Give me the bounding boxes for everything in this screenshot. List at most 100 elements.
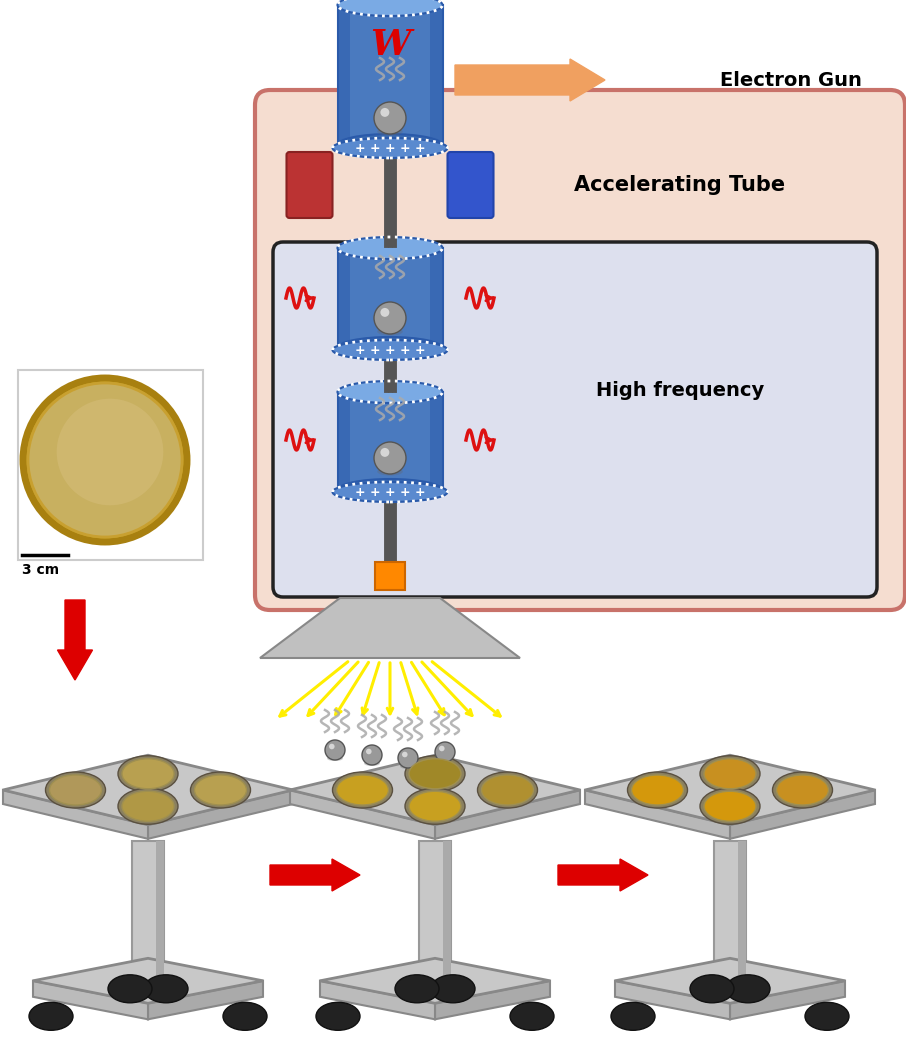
Bar bbox=[430, 248, 442, 348]
Ellipse shape bbox=[122, 791, 174, 821]
Ellipse shape bbox=[108, 975, 152, 1003]
Ellipse shape bbox=[611, 1002, 655, 1030]
Circle shape bbox=[95, 450, 115, 470]
Circle shape bbox=[49, 404, 161, 516]
Polygon shape bbox=[320, 958, 550, 1003]
Circle shape bbox=[57, 399, 163, 505]
Circle shape bbox=[69, 424, 141, 496]
FancyArrow shape bbox=[270, 859, 360, 891]
Ellipse shape bbox=[338, 134, 442, 156]
Ellipse shape bbox=[338, 0, 442, 16]
Circle shape bbox=[63, 418, 147, 502]
Bar bbox=[738, 841, 746, 981]
Circle shape bbox=[402, 752, 408, 757]
Circle shape bbox=[101, 456, 109, 464]
Circle shape bbox=[435, 742, 455, 761]
Bar bbox=[338, 5, 350, 145]
Text: Accelerating Tube: Accelerating Tube bbox=[574, 175, 786, 195]
Circle shape bbox=[71, 426, 139, 494]
Circle shape bbox=[73, 428, 137, 492]
Circle shape bbox=[51, 406, 159, 514]
Circle shape bbox=[33, 388, 177, 532]
Bar bbox=[714, 841, 746, 981]
Polygon shape bbox=[148, 981, 263, 1019]
Circle shape bbox=[67, 422, 143, 498]
Text: +: + bbox=[400, 141, 410, 155]
Ellipse shape bbox=[333, 340, 448, 360]
Bar bbox=[338, 392, 442, 490]
Bar bbox=[338, 248, 442, 348]
Circle shape bbox=[47, 402, 163, 518]
Text: +: + bbox=[385, 343, 395, 357]
Circle shape bbox=[87, 442, 123, 478]
FancyBboxPatch shape bbox=[255, 90, 905, 610]
Ellipse shape bbox=[338, 479, 442, 501]
Ellipse shape bbox=[338, 237, 442, 259]
Circle shape bbox=[53, 408, 157, 511]
Circle shape bbox=[37, 392, 173, 528]
Bar bbox=[419, 841, 451, 981]
Bar bbox=[156, 841, 164, 981]
Polygon shape bbox=[33, 981, 148, 1019]
Bar bbox=[18, 370, 203, 560]
Circle shape bbox=[439, 746, 445, 751]
Bar bbox=[430, 392, 442, 490]
Ellipse shape bbox=[700, 789, 760, 824]
Circle shape bbox=[97, 452, 113, 468]
Circle shape bbox=[79, 434, 131, 486]
Circle shape bbox=[374, 302, 406, 334]
Circle shape bbox=[89, 444, 121, 476]
Ellipse shape bbox=[377, 128, 403, 136]
Circle shape bbox=[329, 744, 334, 749]
Ellipse shape bbox=[364, 761, 380, 766]
Circle shape bbox=[381, 108, 390, 117]
Ellipse shape bbox=[400, 764, 416, 769]
Ellipse shape bbox=[726, 975, 770, 1003]
Ellipse shape bbox=[333, 138, 448, 158]
Ellipse shape bbox=[122, 758, 174, 789]
Polygon shape bbox=[290, 755, 580, 825]
Ellipse shape bbox=[316, 1002, 360, 1030]
Circle shape bbox=[381, 308, 390, 317]
Polygon shape bbox=[290, 790, 435, 839]
Ellipse shape bbox=[50, 775, 101, 805]
Ellipse shape bbox=[336, 775, 389, 805]
FancyArrow shape bbox=[558, 859, 648, 891]
Ellipse shape bbox=[477, 772, 537, 808]
Polygon shape bbox=[33, 958, 263, 1003]
Polygon shape bbox=[320, 981, 435, 1019]
FancyBboxPatch shape bbox=[286, 152, 333, 218]
Circle shape bbox=[39, 394, 171, 526]
Text: +: + bbox=[415, 141, 425, 155]
Circle shape bbox=[381, 448, 390, 457]
Ellipse shape bbox=[223, 1002, 267, 1030]
Ellipse shape bbox=[409, 791, 461, 821]
Ellipse shape bbox=[690, 975, 734, 1003]
Polygon shape bbox=[3, 790, 148, 839]
Text: High frequency: High frequency bbox=[596, 381, 764, 400]
Circle shape bbox=[43, 397, 167, 522]
Ellipse shape bbox=[704, 791, 756, 821]
Ellipse shape bbox=[704, 758, 756, 789]
Bar bbox=[338, 248, 350, 348]
Polygon shape bbox=[730, 790, 875, 839]
Circle shape bbox=[374, 442, 406, 474]
Circle shape bbox=[31, 386, 179, 535]
Ellipse shape bbox=[338, 381, 442, 403]
Circle shape bbox=[61, 416, 149, 504]
Circle shape bbox=[362, 745, 382, 765]
Ellipse shape bbox=[631, 775, 683, 805]
Circle shape bbox=[25, 380, 185, 540]
Text: +: + bbox=[354, 141, 365, 155]
Ellipse shape bbox=[190, 772, 250, 808]
Bar bbox=[375, 562, 405, 590]
Circle shape bbox=[81, 436, 129, 484]
Ellipse shape bbox=[118, 789, 178, 824]
Circle shape bbox=[65, 420, 145, 500]
Polygon shape bbox=[260, 598, 520, 658]
Circle shape bbox=[99, 454, 111, 467]
Circle shape bbox=[91, 446, 119, 474]
Text: +: + bbox=[400, 343, 410, 357]
Ellipse shape bbox=[773, 772, 833, 808]
Circle shape bbox=[29, 384, 181, 536]
